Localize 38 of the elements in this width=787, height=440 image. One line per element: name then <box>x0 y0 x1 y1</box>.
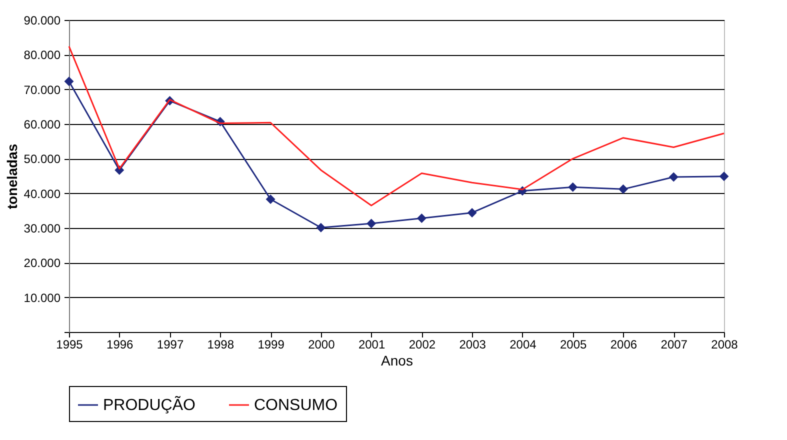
x-tick-label: 1997 <box>156 338 184 352</box>
x-tick-label: 1995 <box>56 338 84 352</box>
point <box>568 182 578 192</box>
x-tick-label: 2005 <box>560 338 588 352</box>
point <box>467 208 477 218</box>
point <box>366 218 376 228</box>
x-tick-label: 2001 <box>358 338 386 352</box>
point <box>416 214 426 224</box>
y-tick-label: 90.000 <box>24 14 61 28</box>
point <box>618 184 628 194</box>
y-axis-title: toneladas <box>4 144 20 210</box>
x-tick-label: 2000 <box>308 338 336 352</box>
x-tick-label: 2004 <box>510 338 537 352</box>
point <box>316 222 326 232</box>
y-tick-label: 70.000 <box>24 82 61 97</box>
point <box>719 172 729 182</box>
x-tick-label: 2007 <box>660 338 688 352</box>
y-tick-label: 40.000 <box>24 186 61 201</box>
x-axis-title: Anos <box>381 352 413 368</box>
y-tick-label: 60.000 <box>24 118 61 132</box>
x-tick-label: 2008 <box>711 338 738 352</box>
point <box>668 172 678 182</box>
x-tick-label: 1999 <box>258 338 285 352</box>
y-tick-label: 30.000 <box>24 222 61 236</box>
legend-label: CONSUMO <box>254 397 338 414</box>
x-tick-label: 2002 <box>408 338 436 352</box>
x-tick-label: 2006 <box>610 338 638 352</box>
x-tick-label: 1998 <box>207 338 234 352</box>
point <box>64 76 74 86</box>
point <box>266 194 276 204</box>
y-tick-label: 10.000 <box>24 290 61 305</box>
y-tick-label: 80.000 <box>24 48 61 62</box>
y-tick-label: 20.000 <box>24 256 61 270</box>
y-tick-label: 50.000 <box>24 152 61 166</box>
line-series <box>68 46 725 206</box>
x-tick-label: 1996 <box>106 338 134 352</box>
x-tick-label: 2003 <box>459 338 486 352</box>
legend-label: PRODUÇÃO <box>103 395 196 414</box>
